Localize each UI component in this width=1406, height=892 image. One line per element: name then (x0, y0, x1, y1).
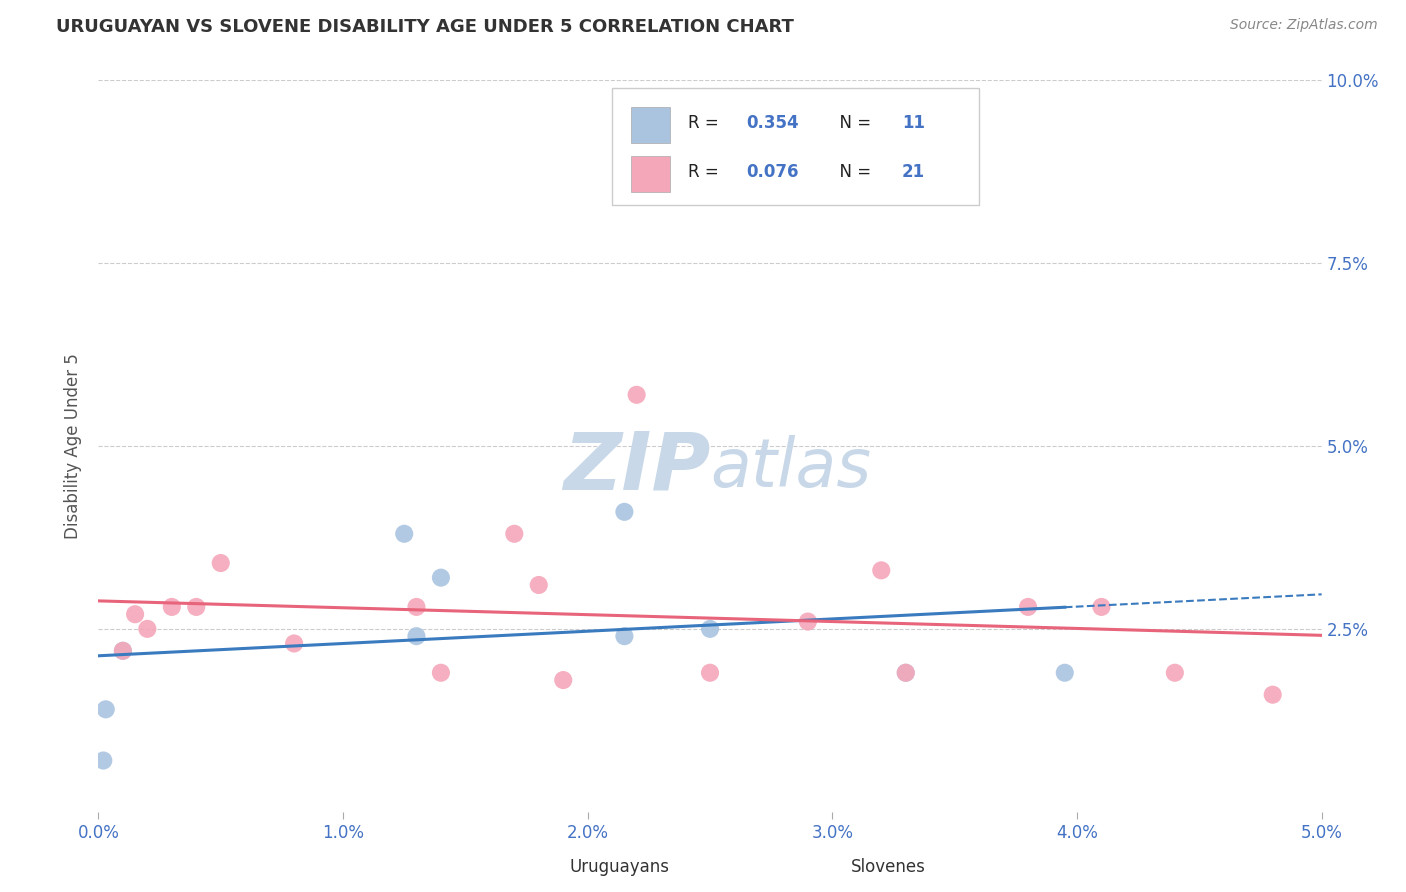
Text: atlas: atlas (710, 435, 872, 501)
Point (283, 636, 305, 650)
Point (160, 599, 183, 614)
Point (613, 629, 636, 643)
Text: 21: 21 (903, 162, 925, 181)
FancyBboxPatch shape (612, 87, 979, 204)
Point (405, 599, 427, 614)
Point (392, 526, 416, 541)
Point (1164, 665, 1187, 680)
Point (430, 665, 453, 680)
Point (124, 607, 146, 622)
Text: N =: N = (828, 162, 876, 181)
Point (553, 673, 575, 687)
Text: Slovenes: Slovenes (851, 857, 925, 876)
Bar (808, 854, 838, 881)
Text: 11: 11 (903, 113, 925, 132)
Text: 0.076: 0.076 (747, 162, 799, 181)
Point (209, 556, 232, 570)
Point (626, 388, 648, 402)
Point (527, 578, 550, 592)
Point (405, 629, 427, 643)
Bar (630, 155, 669, 192)
Point (94, 702, 117, 716)
Point (894, 665, 917, 680)
Point (699, 665, 721, 680)
Bar (630, 107, 669, 144)
Point (503, 526, 526, 541)
Point (1090, 599, 1112, 614)
Bar (526, 854, 557, 881)
Point (91, 754, 114, 768)
Point (136, 622, 159, 636)
Point (613, 505, 636, 519)
Point (1053, 665, 1076, 680)
Point (111, 644, 134, 658)
Text: Source: ZipAtlas.com: Source: ZipAtlas.com (1230, 18, 1378, 32)
Text: R =: R = (688, 113, 724, 132)
Point (186, 599, 208, 614)
Point (699, 622, 721, 636)
Point (1017, 599, 1039, 614)
Text: URUGUAYAN VS SLOVENE DISABILITY AGE UNDER 5 CORRELATION CHART: URUGUAYAN VS SLOVENE DISABILITY AGE UNDE… (56, 18, 794, 36)
Text: Uruguayans: Uruguayans (569, 857, 669, 876)
Text: R =: R = (688, 162, 724, 181)
Point (894, 665, 917, 680)
Point (870, 563, 893, 577)
Text: N =: N = (828, 113, 876, 132)
Y-axis label: Disability Age Under 5: Disability Age Under 5 (65, 353, 83, 539)
Point (1261, 688, 1284, 702)
Text: 0.354: 0.354 (747, 113, 800, 132)
Text: ZIP: ZIP (562, 429, 710, 507)
Point (797, 615, 820, 629)
Point (111, 644, 134, 658)
Point (430, 571, 453, 585)
